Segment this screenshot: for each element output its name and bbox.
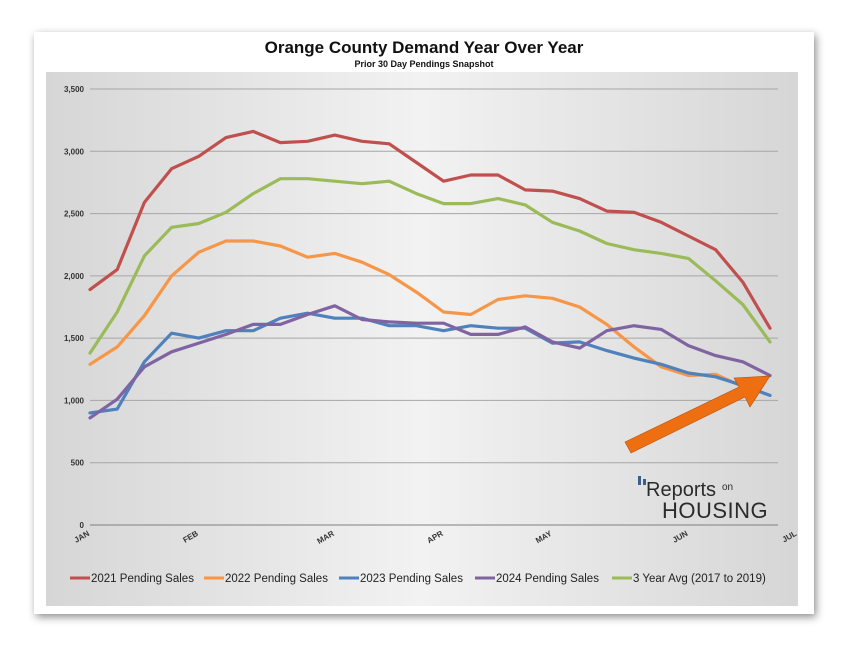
series-line <box>88 304 772 420</box>
logo-text-reports: Reports <box>646 479 716 501</box>
chart-card: Orange County Demand Year Over Year Prio… <box>34 32 814 614</box>
chart-title: Orange County Demand Year Over Year <box>264 38 584 57</box>
legend-entry: 3 Year Avg (2017 to 2019) <box>633 573 766 585</box>
legend-entry: 2022 Pending Sales <box>225 573 328 585</box>
y-tick-label: 0 <box>80 521 85 530</box>
arrow-annotation <box>624 375 771 454</box>
y-tick-label: 3,000 <box>64 147 85 156</box>
y-tick-label: 2,000 <box>64 272 85 281</box>
logo-mark-bar-2 <box>643 479 646 485</box>
y-tick-label: 500 <box>71 459 85 468</box>
legend-entry: 2023 Pending Sales <box>360 573 463 585</box>
logo-text-on: on <box>722 482 733 493</box>
reports-on-housing-logo: Reports on HOUSING <box>638 476 768 523</box>
y-tick-label: 2,500 <box>64 210 85 219</box>
series-line <box>88 129 772 330</box>
y-tick-label: 1,500 <box>64 334 85 343</box>
y-tick-label: 1,000 <box>64 396 85 405</box>
series-line <box>88 177 772 355</box>
legend: 2021 Pending Sales 2022 Pending Sales 2023… <box>70 573 766 585</box>
y-tick-label: 3,500 <box>64 85 85 94</box>
logo-text-housing: HOUSING <box>662 498 768 523</box>
legend-entry: 2024 Pending Sales <box>496 573 599 585</box>
legend-entry: 2021 Pending Sales <box>91 573 194 585</box>
series-line <box>88 311 772 415</box>
plot-background <box>46 72 798 606</box>
chart-subtitle: Prior 30 Day Pendings Snapshot <box>354 59 494 69</box>
logo-mark-bar-1 <box>638 476 641 485</box>
